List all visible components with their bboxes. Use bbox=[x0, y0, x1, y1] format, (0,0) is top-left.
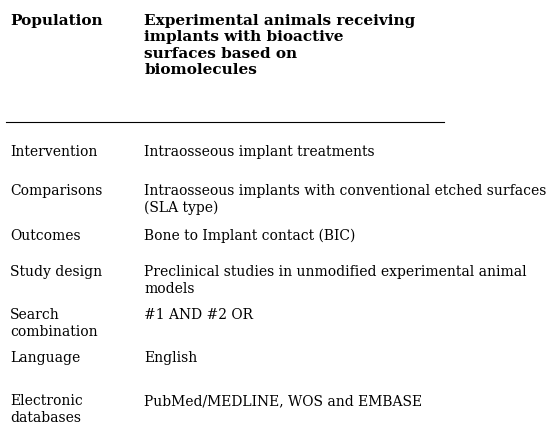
Text: Intraosseous implant treatments: Intraosseous implant treatments bbox=[145, 145, 375, 159]
Text: Outcomes: Outcomes bbox=[11, 229, 81, 243]
Text: Population: Population bbox=[11, 14, 103, 28]
Text: Study design: Study design bbox=[11, 266, 103, 279]
Text: Comparisons: Comparisons bbox=[11, 184, 103, 198]
Text: PubMed/MEDLINE, WOS and EMBASE: PubMed/MEDLINE, WOS and EMBASE bbox=[145, 395, 422, 408]
Text: Experimental animals receiving
implants with bioactive
surfaces based on
biomole: Experimental animals receiving implants … bbox=[145, 14, 416, 77]
Text: English: English bbox=[145, 352, 198, 365]
Text: Bone to Implant contact (BIC): Bone to Implant contact (BIC) bbox=[145, 229, 356, 243]
Text: Language: Language bbox=[11, 352, 80, 365]
Text: Electronic
databases: Electronic databases bbox=[11, 395, 83, 424]
Text: Preclinical studies in unmodified experimental animal
models: Preclinical studies in unmodified experi… bbox=[145, 266, 527, 296]
Text: Intervention: Intervention bbox=[11, 145, 98, 159]
Text: #1 AND #2 OR: #1 AND #2 OR bbox=[145, 309, 253, 322]
Text: Search
combination: Search combination bbox=[11, 309, 98, 339]
Text: Intraosseous implants with conventional etched surfaces
(SLA type): Intraosseous implants with conventional … bbox=[145, 184, 547, 214]
